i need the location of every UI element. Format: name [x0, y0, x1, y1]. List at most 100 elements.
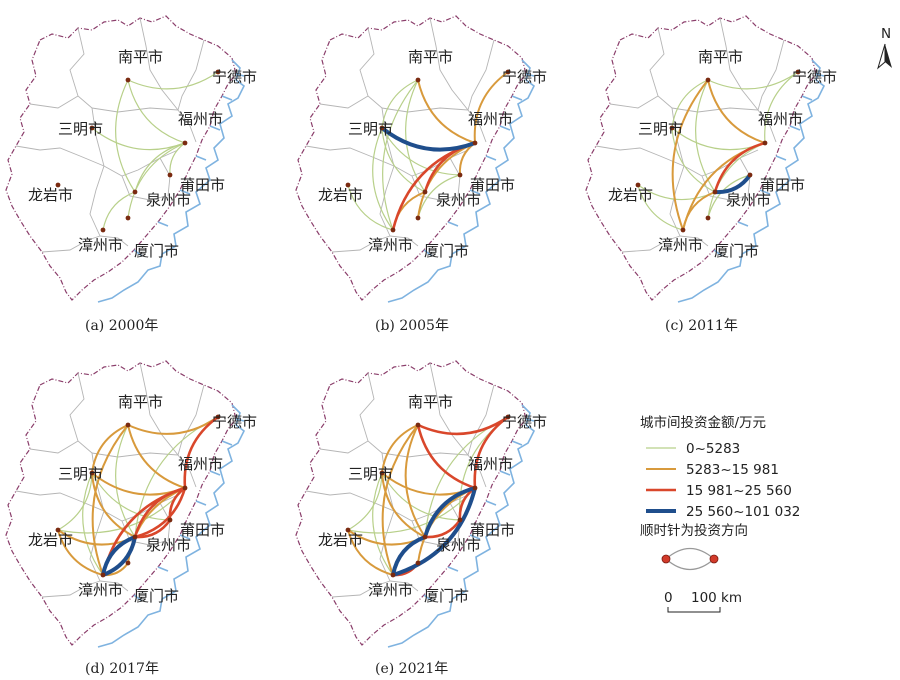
link-ly-zz	[347, 529, 394, 576]
city-point-fz	[472, 485, 478, 491]
city-label-ly: 龙岩市	[318, 531, 363, 549]
scale-zero: 0	[664, 590, 673, 606]
link-sm-zz	[372, 127, 394, 231]
city-point-np	[415, 422, 421, 428]
link-np-fz	[416, 423, 477, 490]
base-map	[5, 15, 246, 303]
city-label-qz: 泉州市	[146, 536, 191, 554]
legend-items: 0~5283 5283~15 981 15 981~25 560 25 560~101…	[646, 441, 800, 520]
city-label-pt: 莆田市	[180, 521, 225, 539]
city-point-fz	[182, 485, 188, 491]
city-point-pt	[457, 517, 463, 523]
link-np-fz	[707, 79, 766, 144]
panel-caption-2: (b) 2005年	[375, 318, 449, 334]
city-label-nd: 宁德市	[212, 68, 257, 86]
city-point-fz	[762, 140, 768, 146]
link-np-zz	[671, 79, 709, 231]
city-point-qz	[422, 534, 428, 540]
investment-links	[57, 415, 220, 577]
panel-caption-3: (c) 2011年	[665, 318, 738, 334]
city-label-nd: 宁德市	[212, 413, 257, 431]
city-point-fz	[472, 140, 478, 146]
link-nd-fz	[183, 415, 220, 490]
link-np-nd	[127, 71, 219, 90]
link-sm-qz	[381, 472, 426, 538]
city-point-qz	[132, 534, 138, 540]
city-point-np	[415, 77, 421, 83]
city-label-sm: 三明市	[348, 120, 393, 138]
city-point-pt	[457, 172, 463, 178]
link-fz-xm	[127, 142, 186, 219]
panel-caption-5: (e) 2021年	[375, 661, 448, 677]
link-qz-zz	[102, 191, 136, 231]
city-label-fz: 福州市	[178, 455, 223, 473]
city-label-nd: 宁德市	[502, 413, 547, 431]
city-label-nd: 宁德市	[792, 68, 837, 86]
city-label-pt: 莆田市	[760, 176, 805, 194]
legend-label-3: 15 981~25 560	[686, 483, 792, 499]
link-qz-zz	[101, 535, 137, 577]
city-label-xm: 厦门市	[134, 587, 179, 605]
link-ly-sm	[347, 472, 383, 531]
city-point-qz	[422, 189, 428, 195]
link-nd-fz	[473, 71, 509, 144]
city-point-zz	[680, 227, 686, 233]
base-map	[585, 15, 826, 303]
link-fz-qz	[423, 486, 477, 539]
link-np-sm	[91, 424, 129, 474]
city-label-np: 南平市	[408, 393, 453, 411]
city-label-fz: 福州市	[178, 110, 223, 128]
city-label-qz: 泉州市	[726, 191, 771, 209]
city-point-nd	[505, 414, 511, 420]
legend-label-4: 25 560~101 032	[686, 504, 800, 520]
link-sm-qz	[671, 127, 716, 193]
link-zz-qz	[101, 535, 137, 577]
city-point-xm	[125, 215, 131, 221]
link-np-zz	[382, 79, 419, 231]
city-point-sm	[669, 125, 675, 131]
city-label-zz: 漳州市	[368, 236, 413, 254]
city-label-sm: 三明市	[638, 120, 683, 138]
city-label-fz: 福州市	[468, 110, 513, 128]
city-point-ly	[55, 527, 61, 533]
investment-links	[347, 415, 510, 577]
city-point-qz	[132, 189, 138, 195]
city-label-qz: 泉州市	[436, 191, 481, 209]
link-sm-fz	[380, 126, 477, 152]
city-point-pt	[167, 517, 173, 523]
link-sm-pt	[381, 127, 461, 176]
city-label-zz: 漳州市	[78, 236, 123, 254]
panel-caption-4: (d) 2017年	[85, 661, 159, 677]
city-point-xm	[705, 215, 711, 221]
north-label: N	[881, 26, 891, 42]
city-label-np: 南平市	[118, 393, 163, 411]
link-np-nd	[416, 415, 510, 436]
city-point-xm	[125, 560, 131, 566]
city-label-ly: 龙岩市	[28, 186, 73, 204]
city-label-sm: 三明市	[58, 465, 103, 483]
city-label-pt: 莆田市	[470, 521, 515, 539]
link-qz-pt	[713, 173, 752, 195]
city-point-xm	[415, 560, 421, 566]
link-zz-fz	[391, 486, 477, 577]
investment-links	[637, 71, 799, 231]
city-point-pt	[747, 172, 753, 178]
link-nd-fz	[764, 71, 799, 144]
link-ly-sm	[57, 472, 93, 531]
panel-caption-1: (a) 2000年	[85, 318, 158, 334]
link-ly-zz	[347, 184, 394, 231]
city-point-ly	[345, 182, 351, 188]
link-sm-zz	[82, 472, 104, 576]
city-label-pt: 莆田市	[180, 176, 225, 194]
link-sm-qz	[381, 127, 426, 193]
link-np-nd	[707, 71, 799, 90]
city-label-np: 南平市	[118, 48, 163, 66]
investment-links	[91, 71, 219, 231]
scale-bar: 0 100 km	[664, 590, 742, 613]
